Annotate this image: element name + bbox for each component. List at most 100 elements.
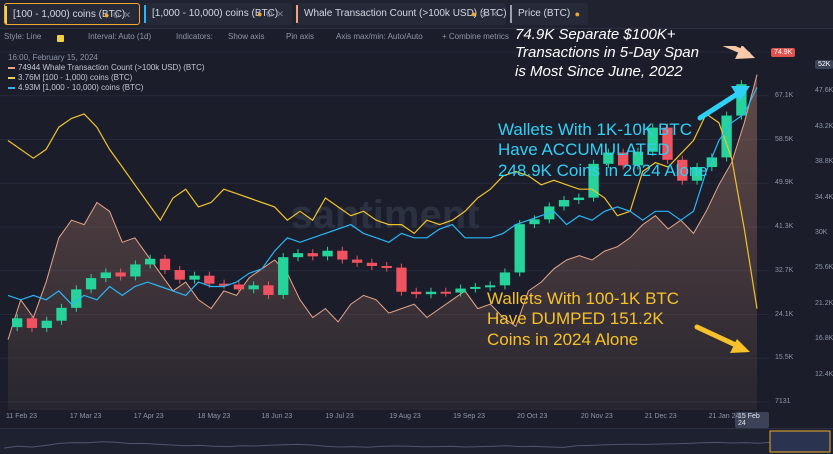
annotation-line: Wallets With 1K-10K BTC [498,120,692,139]
price-candle [691,167,703,181]
price-candle [396,267,407,292]
settings-icon[interactable]: ⚙ [265,9,277,19]
arrow-yellow-head [730,339,750,353]
settings-icon[interactable]: ⚙ [112,10,124,20]
annotation-line: Have ACCUMULATED [498,140,670,160]
navigator-range-handle[interactable] [769,430,831,453]
price-candle [41,320,52,328]
price-candle [351,259,363,263]
chart-plot-area[interactable]: santiment [0,46,769,410]
price-candle [322,250,333,257]
x-tick-label: 11 Feb 23 [6,413,38,420]
annotation-dumped: Wallets With 100-1K BTC Have DUMPED 151.… [487,289,679,350]
tab-actions: ●⚙✕ [104,4,134,24]
price-candle [588,163,599,198]
price-value-badge: 52K [815,60,833,69]
y-tick-label: 15.5K [775,354,794,362]
price-candle [632,151,644,166]
tab-actions: ● [575,3,583,25]
chart-legend: 16:00, February 15, 2024 74944 Whale Tra… [8,53,205,93]
price-candle [484,285,496,288]
annotation-line: Transactions in 5-Day Span [515,44,699,62]
tab-actions: ●⚙✕ [257,3,287,25]
price-candle [603,152,614,164]
close-icon[interactable]: ✕ [276,9,287,19]
show-axis-toggle[interactable]: Show axis [228,32,265,41]
y-tick-label: 58.5K [775,135,794,143]
price-candle [736,84,747,116]
price-tick-label: 25.6K [815,264,833,272]
x-tick-label: 19 Sep 23 [453,413,486,420]
price-candles [12,80,747,332]
price-candle [189,275,200,280]
x-tick-label: 21 Jan 24 [708,413,740,420]
price-candle [292,253,304,258]
indicators-button[interactable]: Indicators: [176,32,213,41]
settings-icon[interactable]: ⚙ [479,9,491,19]
price-candle [662,127,673,160]
color-swatch [57,35,64,42]
arrow-yellow [694,324,743,350]
combine-metrics-button[interactable]: + Combine metrics [442,32,509,41]
price-candle [706,157,718,168]
legend-swatch [8,76,15,79]
price-tick-label: 34.4K [815,193,833,201]
arrow-white [722,46,751,57]
price-candle [85,278,97,290]
navigator-sparkline [3,435,830,449]
axis-minmax-select[interactable]: Axis max/min: Auto/Auto [336,32,423,41]
y-tick-label: 41.3K [775,223,794,230]
tab-price[interactable]: Price (BTC) ● [510,3,588,25]
price-candle [573,197,584,201]
holders-1000-10000-line [7,87,758,305]
annotation-line: is Most Since June, 2022 [515,62,683,80]
right-y-axis[interactable]: 74.9K 67.1K 58.5K 49.9K 41.3K 32.7K 24.1K 15.5K… [769,46,833,410]
tab-actions: ●⚙✕ [471,3,501,25]
x-tick-label: 19 Aug 23 [389,413,421,420]
price-candle [71,289,82,308]
price-candle [12,318,23,328]
arrow-white-head [735,46,755,59]
style-select[interactable]: Style: Line [4,32,42,41]
metric-tabs-bar: [100 - 1,000) coins (BTC) ●⚙✕ [1,000 - 1… [0,0,833,29]
legend-swatch [8,66,15,69]
price-tick-label: 38.8K [815,158,833,166]
price-candle [647,127,658,152]
legend-value: 3.76M [18,73,41,82]
series-color-swatch [296,5,298,23]
tab-1000-10000-coins[interactable]: [1,000 - 10,000) coins (BTC) ●⚙✕ [144,3,292,25]
bitcoin-icon: ● [256,9,266,19]
timeline-navigator[interactable] [0,428,833,454]
pin-axis-toggle[interactable]: Pin axis [286,32,315,41]
arrow-cyan [697,88,745,121]
price-candle [218,283,230,286]
annotation-line: 74.9K Separate $100K+ [515,26,676,43]
price-candle [499,272,511,286]
tab-100-1000-coins[interactable]: [100 - 1,000) coins (BTC) ●⚙✕ [4,3,140,25]
tab-label: Price (BTC) [518,8,571,19]
price-tick-label: 16.8K [815,335,833,343]
price-candle [174,270,185,280]
close-icon[interactable]: ✕ [123,10,134,20]
y-tick-label: 7131 [775,398,791,405]
whale-count-line [7,74,758,340]
price-candle [411,291,422,295]
close-icon[interactable]: ✕ [490,9,501,19]
x-tick-label: 17 Apr 23 [133,413,164,420]
price-candle [617,152,629,166]
annotation-line: Coins in 2024 Alone [487,329,639,349]
price-candle [56,307,67,321]
price-tick-label: 12.4K [815,370,833,378]
series-color-swatch [5,6,7,24]
x-tick-label: 17 Mar 23 [69,413,102,420]
santiment-watermark: santiment [291,193,480,237]
legend-row-100-1000: 3.76M [100 - 1,000) coins (BTC) [8,73,205,83]
tab-whale-transaction-count[interactable]: Whale Transaction Count (>100k USD) (BTC… [296,3,506,25]
legend-swatch [8,86,15,89]
x-tick-label: 21 Dec 23 [644,413,677,420]
price-candle [130,264,141,277]
legend-date: 16:00, February 15, 2024 [8,53,98,62]
legend-row-whale: 74944 Whale Transaction Count (>100k USD… [8,63,205,73]
price-tick-label: 43.2K [815,122,833,130]
interval-select[interactable]: Interval: Auto (1d) [88,32,152,41]
